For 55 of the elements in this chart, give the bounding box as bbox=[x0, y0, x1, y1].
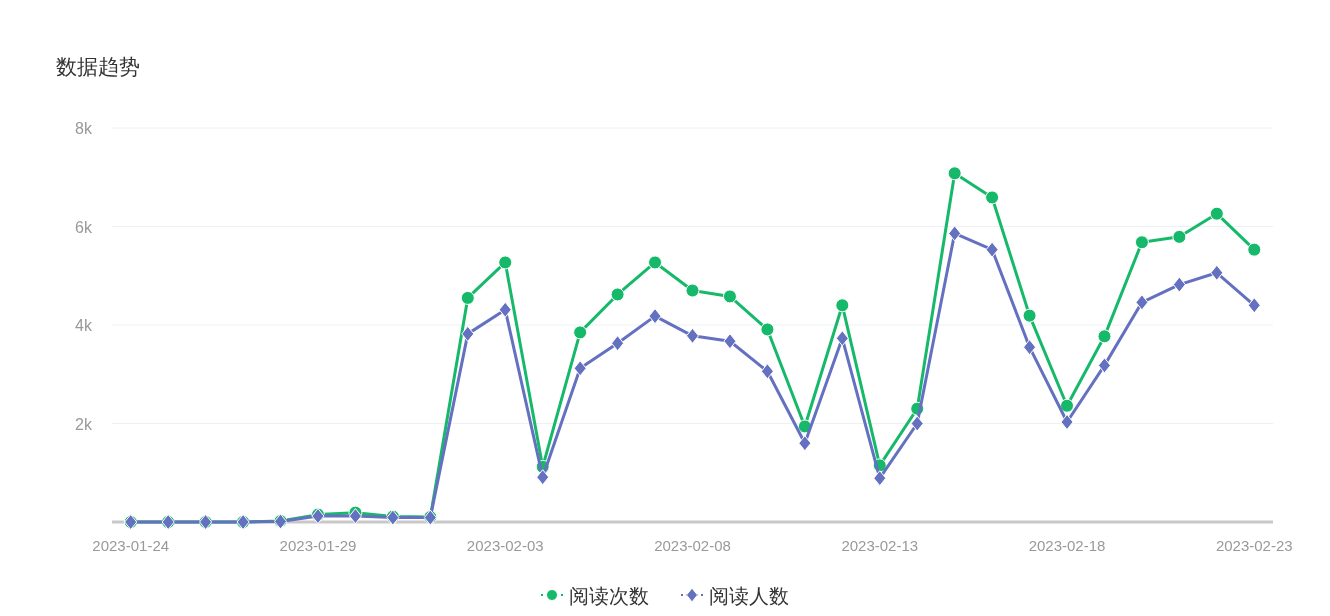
x-tick-label: 2023-01-29 bbox=[279, 537, 357, 554]
point bbox=[1022, 308, 1037, 323]
x-tick-label: 2023-02-08 bbox=[654, 537, 731, 554]
point bbox=[498, 301, 512, 318]
point bbox=[1210, 264, 1224, 281]
point bbox=[1060, 414, 1074, 431]
point bbox=[1097, 329, 1112, 344]
point bbox=[910, 415, 924, 432]
x-tick-label: 2023-02-13 bbox=[841, 537, 919, 554]
point bbox=[1023, 339, 1037, 356]
legend-label: 阅读次数 bbox=[569, 584, 649, 607]
chart-title: 数据趋势 bbox=[56, 55, 140, 78]
point bbox=[835, 330, 849, 347]
point bbox=[1172, 229, 1187, 244]
point bbox=[1134, 235, 1149, 250]
point bbox=[1097, 357, 1111, 374]
point bbox=[1060, 398, 1075, 413]
point bbox=[573, 325, 588, 340]
point bbox=[948, 225, 962, 242]
point bbox=[835, 298, 850, 313]
x-tick-label: 2023-02-23 bbox=[1215, 537, 1293, 554]
legend-label: 阅读人数 bbox=[709, 584, 789, 607]
point bbox=[460, 290, 475, 305]
y-tick-label: 8k bbox=[75, 120, 93, 137]
point bbox=[985, 190, 1000, 205]
point bbox=[573, 360, 587, 377]
point bbox=[686, 327, 699, 344]
point bbox=[947, 166, 962, 181]
point bbox=[1247, 297, 1261, 314]
point bbox=[610, 287, 625, 302]
point bbox=[873, 470, 887, 487]
x-tick-label: 2023-02-03 bbox=[466, 537, 544, 554]
y-tick-label: 6k bbox=[75, 218, 93, 236]
point bbox=[348, 508, 362, 525]
point bbox=[1172, 276, 1186, 293]
point bbox=[1209, 206, 1224, 221]
point bbox=[648, 255, 663, 270]
point bbox=[461, 325, 475, 342]
point bbox=[611, 335, 625, 352]
point bbox=[723, 333, 737, 350]
point bbox=[648, 308, 662, 325]
x-tick-label: 2023-02-18 bbox=[1028, 537, 1106, 554]
y-tick-label: 2k bbox=[75, 415, 93, 433]
point bbox=[760, 322, 775, 337]
point bbox=[685, 283, 700, 298]
point bbox=[798, 435, 812, 452]
point bbox=[985, 241, 999, 258]
x-tick-label: 2023-01-24 bbox=[92, 537, 170, 554]
y-tick-label: 4k bbox=[75, 317, 93, 334]
point bbox=[536, 469, 550, 486]
point bbox=[1135, 294, 1149, 311]
point bbox=[722, 289, 737, 304]
point bbox=[1247, 242, 1262, 257]
point bbox=[498, 255, 513, 270]
point bbox=[760, 363, 774, 380]
